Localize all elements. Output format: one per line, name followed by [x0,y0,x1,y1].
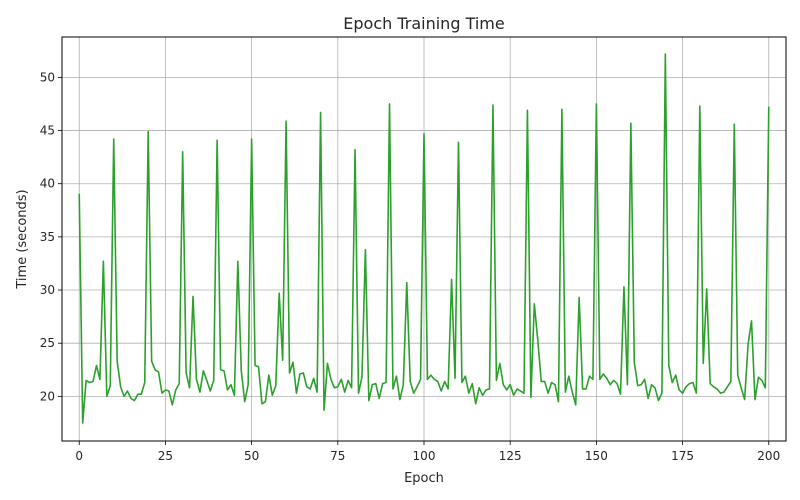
x-tick-label: 200 [757,449,780,463]
y-tick-label: 50 [40,70,55,84]
x-tick-label: 0 [75,449,83,463]
y-axis-label: Time (seconds) [15,189,30,289]
chart-title: Epoch Training Time [343,14,504,33]
x-tick-label: 50 [244,449,259,463]
x-tick-label: 25 [158,449,173,463]
training-time-line [78,53,770,424]
y-tick-label: 20 [40,389,55,403]
x-tick-label: 175 [671,449,694,463]
x-tick-label: 100 [413,449,436,463]
x-tick-label: 75 [330,449,345,463]
y-axis-ticks: 20 25 30 35 40 45 50 [40,70,62,403]
x-tick-label: 125 [499,449,522,463]
series-layer [78,53,770,424]
y-tick-label: 35 [40,230,55,244]
y-tick-label: 25 [40,336,55,350]
x-axis-ticks: 0 25 50 75 100 125 150 175 200 [75,441,780,463]
y-tick-label: 40 [40,177,55,191]
y-tick-label: 45 [40,124,55,138]
x-axis-label: Epoch [404,471,444,486]
y-tick-label: 30 [40,283,55,297]
x-tick-label: 150 [585,449,608,463]
